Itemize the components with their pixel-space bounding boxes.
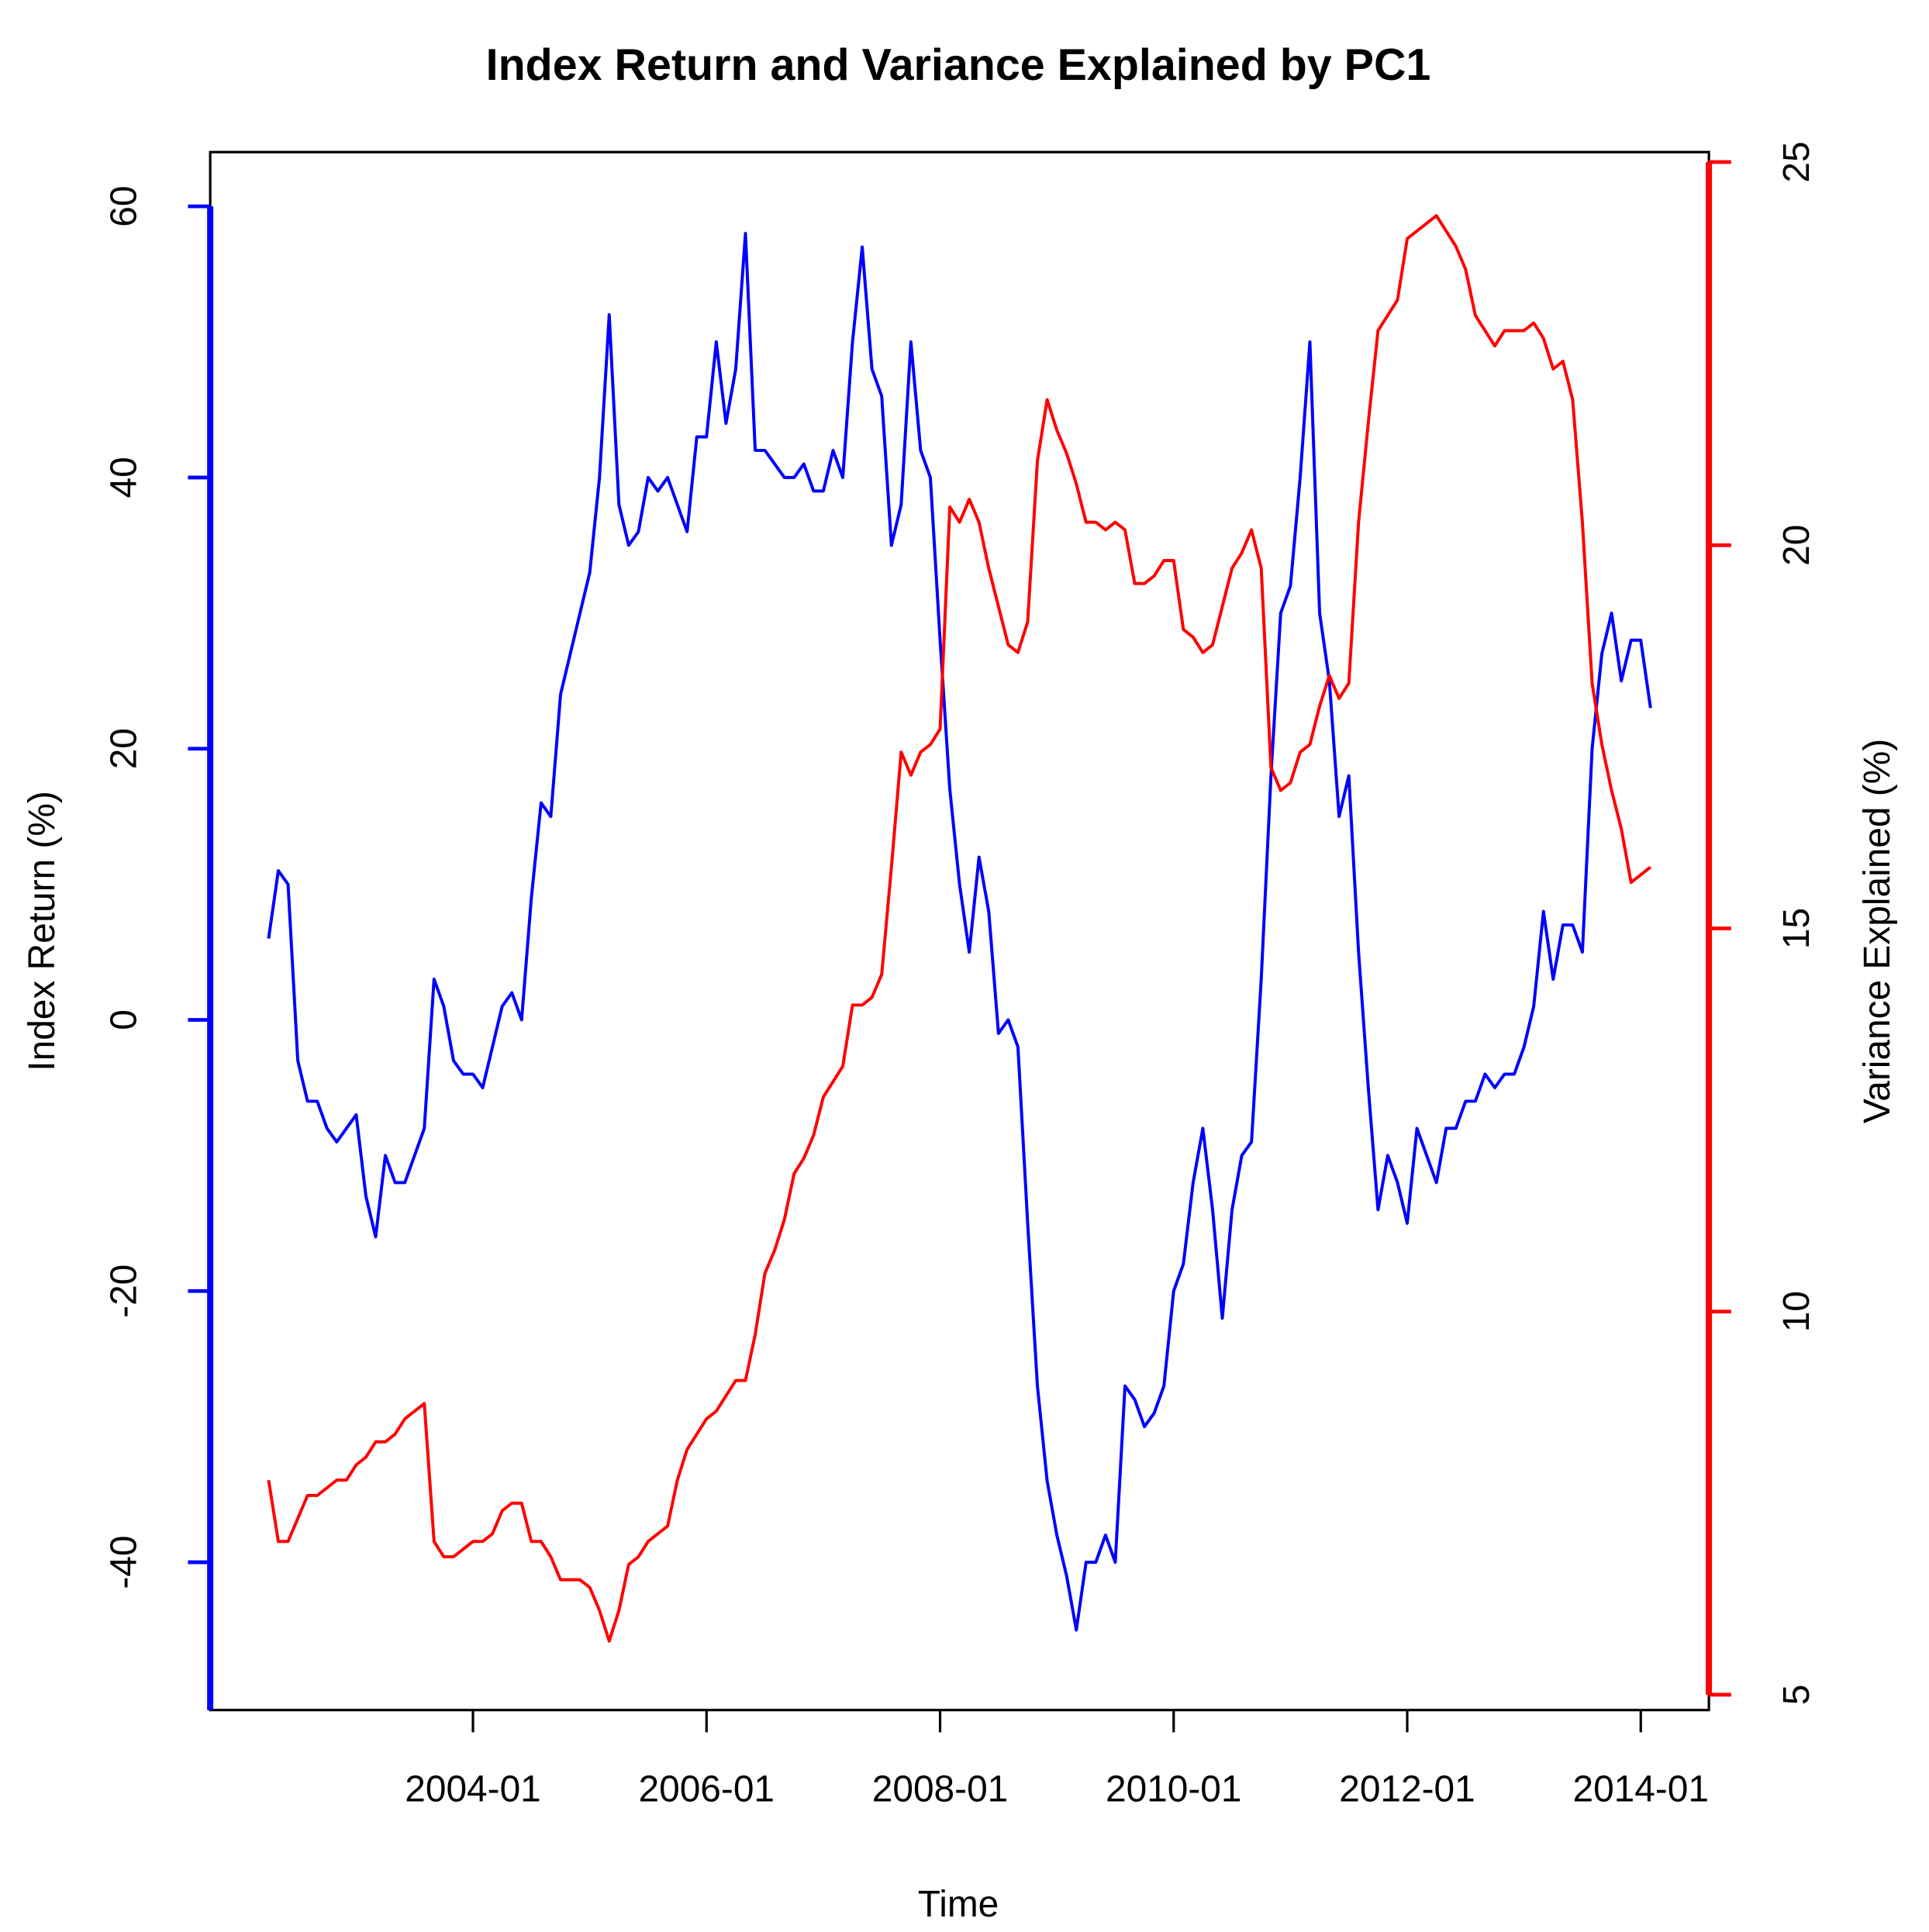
x-tick-label: 2012-01	[1339, 1769, 1475, 1810]
y2-tick-label: 5	[1776, 1685, 1817, 1706]
x-tick-label: 2014-01	[1572, 1769, 1709, 1810]
y-tick-label: 0	[103, 1009, 144, 1030]
y2-axis-label: Variance Explained (%)	[1857, 739, 1898, 1123]
x-tick-label: 2008-01	[872, 1769, 1009, 1810]
series-line	[267, 232, 1652, 1632]
chart-title: Index Return and Variance Explained by P…	[486, 40, 1431, 90]
y-tick-label: -40	[103, 1536, 144, 1589]
y-tick-label: -20	[103, 1264, 144, 1318]
x-tick-label: 2010-01	[1106, 1769, 1242, 1810]
y-axis-label: Index Return (%)	[22, 791, 63, 1071]
plot-frame	[209, 150, 1710, 1712]
y2-tick-label: 25	[1776, 141, 1817, 182]
y-tick-label: 20	[103, 728, 144, 769]
x-axis-label: Time	[918, 1884, 999, 1925]
y-tick-label: 60	[103, 186, 144, 227]
x-tick-label: 2006-01	[639, 1769, 775, 1810]
y2-tick-label: 10	[1776, 1291, 1817, 1332]
x-tick-label: 2004-01	[405, 1769, 541, 1810]
y2-tick-label: 15	[1776, 908, 1817, 949]
series-line	[267, 214, 1652, 1643]
y2-tick-label: 20	[1776, 525, 1817, 566]
y-tick-label: 40	[103, 457, 144, 498]
